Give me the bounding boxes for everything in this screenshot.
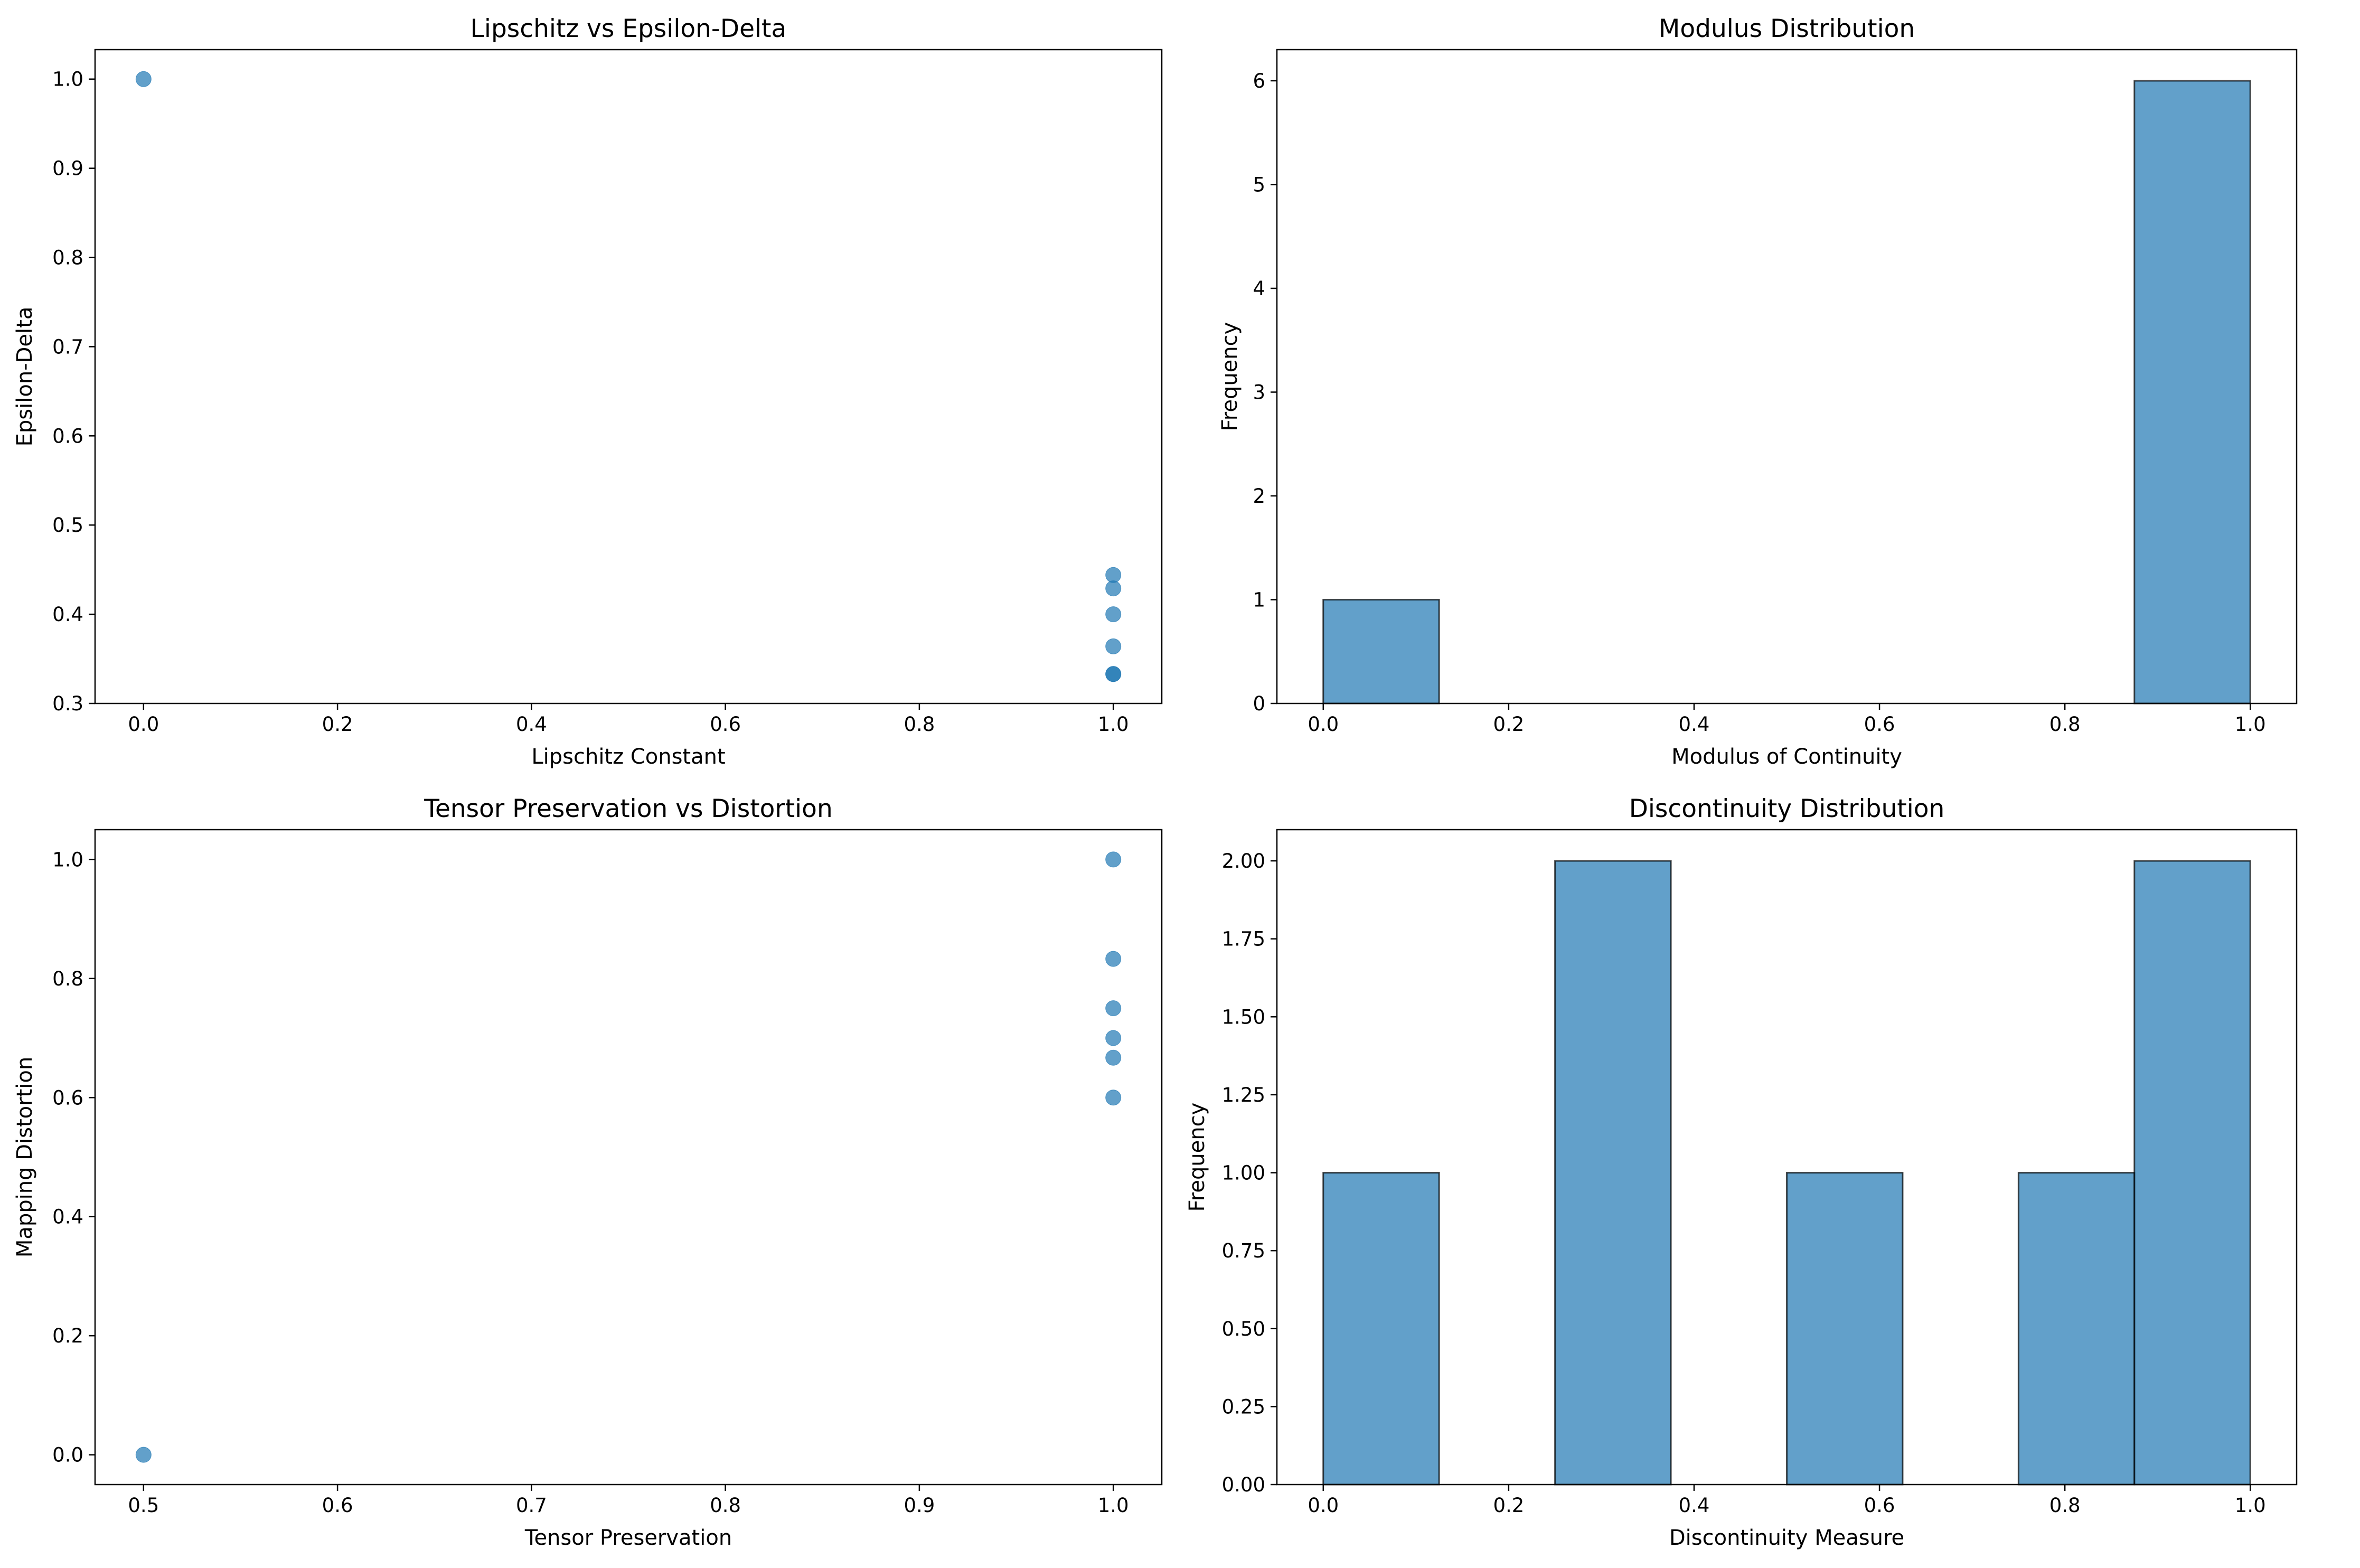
x-axis-label: Tensor Preservation (524, 1526, 732, 1550)
panels: 0.0 0.2 0.4 0.6 0.8 1.0 0.3 0.4 0.5 0.6 0.7 0.8 0.9 1… (13, 14, 2298, 1550)
x-tick-label: 1.0 (1098, 713, 1129, 736)
scatter-point (1105, 567, 1122, 583)
y-tick-label: 6 (1253, 70, 1265, 92)
y-tick-label: 1.50 (1222, 1006, 1265, 1028)
scatter-point (1105, 638, 1122, 654)
x-tick-label: 0.7 (516, 1494, 547, 1517)
histogram-bar (2017, 1172, 2136, 1486)
y-tick-label: 0.75 (1222, 1240, 1265, 1262)
y-tick-label: 0.2 (52, 1325, 83, 1347)
chart-title: Discontinuity Distribution (1629, 794, 1945, 823)
histogram-bar (1786, 1172, 1904, 1486)
scatter-point (1105, 666, 1122, 682)
y-tick-label: 0.8 (52, 247, 83, 269)
y-tick-label: 0.4 (52, 603, 83, 626)
scatter-point (1105, 1030, 1122, 1046)
x-tick-label: 0.9 (904, 1494, 935, 1517)
axes-frame (1276, 829, 2298, 1486)
x-tick-label: 0.5 (128, 1494, 159, 1517)
y-tick-label: 1.75 (1222, 928, 1265, 951)
y-axis-label: Frequency (1218, 322, 1242, 431)
x-tick-label: 0.0 (1308, 1494, 1339, 1517)
x-tick-label: 1.0 (2235, 713, 2266, 736)
chart-title: Lipschitz vs Epsilon-Delta (471, 14, 787, 43)
x-tick-label: 0.0 (1308, 713, 1339, 736)
y-tick-label: 1.0 (52, 848, 83, 871)
histogram-bar (1322, 1172, 1440, 1486)
x-tick-label: 0.4 (1679, 713, 1710, 736)
y-tick-label: 1.0 (52, 68, 83, 91)
histogram-bar (1322, 598, 1440, 705)
chart-title: Modulus Distribution (1659, 14, 1915, 43)
scatter-point (1105, 951, 1122, 967)
y-tick-label: 3 (1253, 381, 1265, 403)
histogram-bar (2133, 80, 2251, 705)
x-tick-label: 0.8 (2049, 713, 2081, 736)
x-tick-label: 0.0 (128, 713, 159, 736)
histogram-bar (1554, 860, 1672, 1486)
x-tick-label: 0.6 (322, 1494, 353, 1517)
x-axis-label: Discontinuity Measure (1669, 1526, 1904, 1550)
x-tick-label: 0.2 (1493, 713, 1524, 736)
chart-panel-2: 0.0 0.2 0.4 0.6 0.8 1.0 0 1 2 3 4 5 6 Modulus Distrib… (1218, 14, 2298, 769)
axes-frame (94, 829, 1163, 1486)
y-tick-label: 0.6 (52, 1086, 83, 1109)
y-tick-label: 1.25 (1222, 1084, 1265, 1106)
x-tick-label: 0.8 (710, 1494, 741, 1517)
y-axis-label: Epsilon-Delta (13, 307, 37, 447)
x-axis-label: Modulus of Continuity (1671, 745, 1902, 769)
y-tick-label: 0.00 (1222, 1473, 1265, 1496)
x-tick-label: 0.2 (322, 713, 353, 736)
scatter-point (135, 1447, 152, 1463)
y-tick-label: 1.00 (1222, 1162, 1265, 1185)
x-tick-label: 0.8 (904, 713, 935, 736)
x-tick-label: 0.4 (1679, 1494, 1710, 1517)
chart-panel-3: 0.5 0.6 0.7 0.8 0.9 1.0 0.0 0.2 0.4 0.6 0.8 1.0 Tens… (13, 794, 1163, 1550)
x-tick-label: 0.2 (1493, 1494, 1524, 1517)
scatter-point (1105, 1049, 1122, 1066)
scatter-point (1105, 580, 1122, 597)
x-tick-label: 0.4 (516, 713, 547, 736)
x-tick-label: 0.6 (710, 713, 741, 736)
x-axis-label: Lipschitz Constant (531, 745, 725, 769)
y-tick-label: 0.50 (1222, 1318, 1265, 1340)
y-tick-label: 0.6 (52, 425, 83, 447)
histogram-bar (2133, 860, 2251, 1486)
y-tick-label: 0 (1253, 692, 1265, 715)
scatter-point (1105, 606, 1122, 623)
scatter-point (1105, 851, 1122, 868)
y-tick-label: 2.00 (1222, 850, 1265, 872)
y-tick-label: 0.3 (52, 692, 83, 715)
y-tick-label: 0.9 (52, 157, 83, 180)
x-tick-label: 0.6 (1864, 1494, 1895, 1517)
y-tick-label: 4 (1253, 277, 1265, 300)
y-axis-label: Mapping Distortion (13, 1057, 37, 1257)
y-axis-label: Frequency (1185, 1103, 1209, 1212)
scatter-point (1105, 1090, 1122, 1106)
y-tick-label: 0.25 (1222, 1395, 1265, 1418)
chart-panel-1: 0.0 0.2 0.4 0.6 0.8 1.0 0.3 0.4 0.5 0.6 0.7 0.8 0.9 1… (13, 14, 1163, 769)
y-tick-label: 0.4 (52, 1206, 83, 1228)
chart-panel-4: 0.0 0.2 0.4 0.6 0.8 1.0 0.00 0.25 0.50 0.75 1.00 1.… (1185, 794, 2298, 1550)
x-tick-label: 1.0 (1098, 1494, 1129, 1517)
chart-title: Tensor Preservation vs Distortion (424, 794, 832, 823)
y-tick-label: 2 (1253, 485, 1265, 508)
y-tick-label: 1 (1253, 588, 1265, 611)
x-tick-label: 0.8 (2049, 1494, 2081, 1517)
scatter-point (1105, 1000, 1122, 1017)
y-tick-label: 5 (1253, 173, 1265, 196)
y-tick-label: 0.7 (52, 335, 83, 358)
x-tick-label: 1.0 (2235, 1494, 2266, 1517)
y-tick-label: 0.8 (52, 968, 83, 990)
scatter-point (135, 71, 152, 87)
y-tick-label: 0.0 (52, 1444, 83, 1467)
axes-frame (1276, 49, 2298, 705)
y-tick-label: 0.5 (52, 514, 83, 537)
x-tick-label: 0.6 (1864, 713, 1895, 736)
axes-frame (94, 49, 1163, 705)
